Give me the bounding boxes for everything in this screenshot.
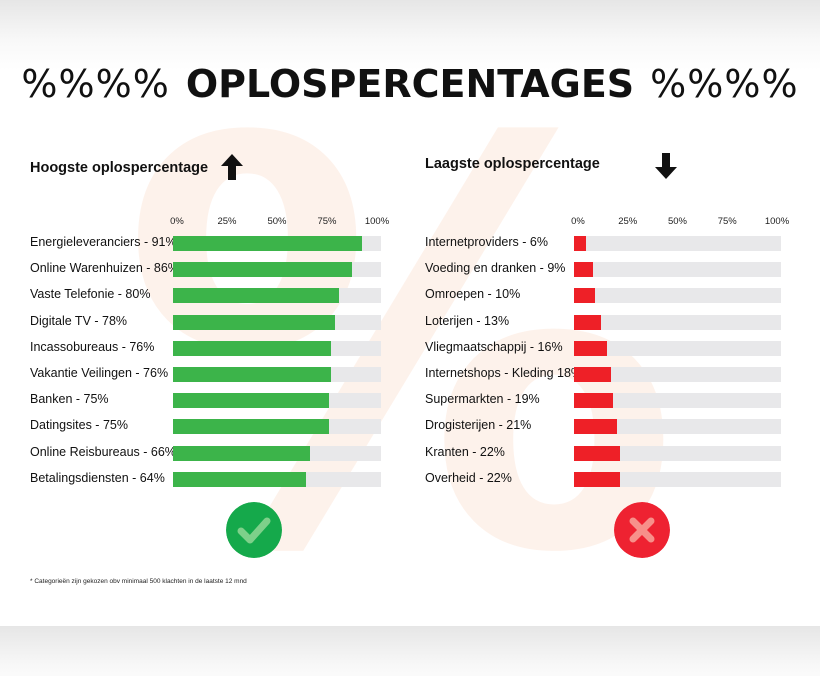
left-panel-title: Hoogste oplospercentage xyxy=(30,160,209,176)
right-bar-track xyxy=(574,471,781,487)
title-suffix: %%%% xyxy=(650,62,799,106)
left-bar-track xyxy=(173,393,381,409)
right-bar-label: Voeding en dranken - 9% xyxy=(425,261,566,276)
left-bar-label: Betalingsdiensten - 64% xyxy=(30,470,165,485)
cross-icon xyxy=(614,502,670,558)
left-bar-track xyxy=(173,419,381,435)
left-bar-track xyxy=(173,340,381,356)
left-bar xyxy=(173,288,340,304)
left-bar-label: Vaste Telefonie - 80% xyxy=(30,287,151,302)
right-axis-tick: 50% xyxy=(667,216,688,227)
left-bar xyxy=(173,471,307,487)
right-bar xyxy=(574,236,587,251)
left-bar-track xyxy=(173,314,381,330)
left-axis-tick: 100% xyxy=(364,216,390,227)
left-axis-tick: 25% xyxy=(217,216,237,227)
footnote: * Categorieën zijn gekozen obv minimaal … xyxy=(30,578,247,585)
right-axis-tick: 100% xyxy=(764,216,790,227)
right-bar-label: Internetproviders - 6% xyxy=(425,235,548,249)
right-bar-label: Internetshops - Kleding 18% xyxy=(425,366,583,380)
right-bar xyxy=(574,471,620,487)
right-panel-title: Laagste oplospercentage xyxy=(425,156,600,172)
left-bar-label: Banken - 75% xyxy=(30,392,109,407)
left-bar xyxy=(173,340,332,356)
arrow-down-icon xyxy=(655,153,677,179)
left-bar xyxy=(173,393,329,409)
left-bar xyxy=(173,314,336,330)
right-bar-label: Omroepen - 10% xyxy=(425,287,521,302)
left-bar xyxy=(173,262,352,278)
left-bar-track xyxy=(173,367,381,382)
left-bar-track xyxy=(173,236,381,251)
right-axis-tick: 75% xyxy=(717,216,737,227)
title-prefix: %%%% xyxy=(21,62,170,106)
left-bar-label: Online Reisbureaus - 66% xyxy=(30,444,176,459)
right-bar-label: Loterijen - 13% xyxy=(425,313,510,328)
right-bar xyxy=(574,340,608,356)
left-bar-track xyxy=(173,288,381,304)
left-bar-track xyxy=(173,445,381,461)
left-bar xyxy=(173,419,329,435)
left-bar xyxy=(173,236,363,251)
right-bar xyxy=(574,262,593,278)
right-bar-track xyxy=(574,445,781,461)
right-bar xyxy=(574,367,612,382)
right-axis-tick: 25% xyxy=(618,216,638,227)
right-bar-track xyxy=(574,340,781,356)
left-axis-tick: 50% xyxy=(267,216,287,227)
right-bar xyxy=(574,419,618,435)
left-bar-label: Vakantie Veilingen - 76% xyxy=(30,366,169,380)
right-bar-track xyxy=(574,393,781,409)
left-bar-label: Online Warenhuizen - 86% xyxy=(30,261,179,276)
right-bar-track xyxy=(574,314,781,330)
left-bar-label: Datingsites - 75% xyxy=(30,418,128,433)
left-axis-tick: 0% xyxy=(170,216,184,227)
infographic: % %%%% OPLOSPERCENTAGES%%%% Hoogste oplos… xyxy=(0,62,820,630)
left-bar-track xyxy=(173,262,381,278)
right-bar-label: Vliegmaatschappij - 16% xyxy=(425,339,563,354)
left-bar-label: Incassobureaus - 76% xyxy=(30,339,155,354)
right-axis-tick: 0% xyxy=(571,216,585,227)
right-bar xyxy=(574,393,614,409)
left-bar xyxy=(173,445,311,461)
left-bar xyxy=(173,367,332,382)
left-axis-tick: 75% xyxy=(317,216,337,227)
right-bar-track xyxy=(574,419,781,435)
right-bar-label: Kranten - 22% xyxy=(425,444,505,459)
right-bar-track xyxy=(574,236,781,251)
page-title: %%%% OPLOSPERCENTAGES%%%% xyxy=(0,62,820,107)
right-bar-label: Overheid - 22% xyxy=(425,470,512,485)
arrow-up-icon xyxy=(221,154,243,180)
right-bar xyxy=(574,314,601,330)
right-bar-track xyxy=(574,262,781,278)
left-bar-track xyxy=(173,471,381,487)
check-icon xyxy=(226,502,282,558)
right-bar-track xyxy=(574,288,781,304)
left-bar-label: Energieleveranciers - 91% xyxy=(30,235,177,249)
right-bar-track xyxy=(574,367,781,382)
right-bar xyxy=(574,288,595,304)
right-bar xyxy=(574,445,620,461)
left-bar-label: Digitale TV - 78% xyxy=(30,313,128,328)
title-main: OPLOSPERCENTAGES xyxy=(185,62,635,106)
right-bar-label: Drogisterijen - 21% xyxy=(425,418,532,433)
right-bar-label: Supermarkten - 19% xyxy=(425,392,540,407)
